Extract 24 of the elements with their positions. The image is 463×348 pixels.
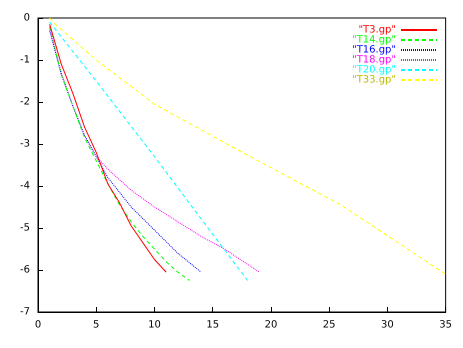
legend-label: "T18.gp" [352, 54, 396, 66]
y-tick-label: -6 [20, 264, 30, 276]
y-tick-label: -7 [20, 306, 30, 318]
y-tick-label: 0 [24, 12, 30, 24]
line-series [49, 24, 167, 273]
legend-label: "T20.gp" [352, 64, 396, 76]
line-series [49, 18, 446, 275]
x-tick-label: 0 [34, 320, 42, 330]
legend-label: "T14.gp" [352, 34, 396, 46]
legend-label: "T16.gp" [352, 44, 396, 56]
y-tick-label: -3 [20, 138, 30, 150]
y-tick-label: -5 [20, 222, 30, 234]
x-tick-label: 5 [93, 320, 100, 330]
x-tick-label: 35 [439, 320, 452, 330]
y-tick-label: -1 [20, 54, 30, 66]
x-tick-label: 25 [322, 320, 336, 330]
legend-label: "T3.gp" [358, 24, 396, 36]
x-tick-label: 20 [264, 320, 278, 330]
x-tick-label: 30 [381, 320, 394, 330]
y-tick-label: -4 [20, 180, 30, 192]
x-tick-label: 15 [206, 320, 220, 330]
x-tick-label: 10 [148, 320, 161, 330]
legend-label: "T33.gp" [352, 74, 396, 86]
y-tick-label: -2 [20, 96, 30, 108]
